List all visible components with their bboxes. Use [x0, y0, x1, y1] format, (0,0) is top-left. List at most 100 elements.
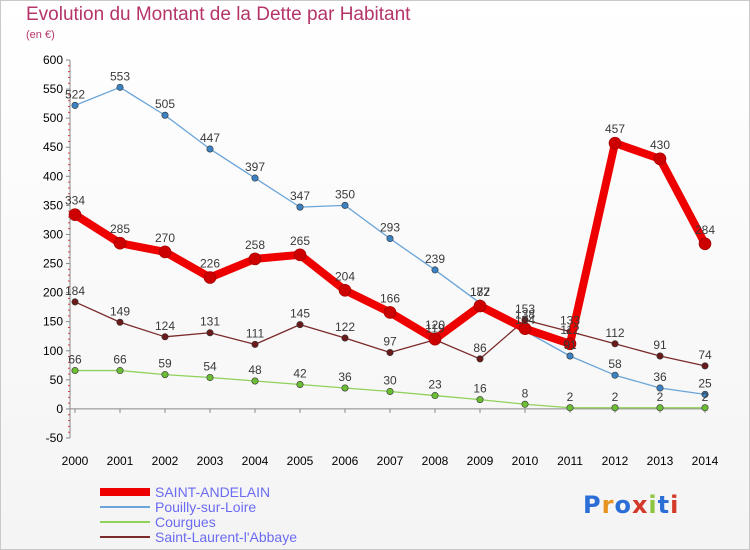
- x-tick-label: 2005: [287, 454, 314, 468]
- data-point-saint-andelain: [248, 252, 262, 266]
- data-point-saint-andelain: [653, 152, 667, 166]
- data-point-courgues: [251, 377, 259, 385]
- data-label-saint-laurent-l-abbaye: 86: [473, 341, 487, 355]
- y-tick-label: 0: [56, 402, 63, 416]
- y-tick-label: 200: [43, 286, 63, 300]
- data-label-pouilly-sur-loire: 553: [110, 69, 130, 83]
- data-label-saint-andelain: 334: [65, 194, 85, 208]
- data-label-courgues: 2: [567, 390, 574, 404]
- data-point-saint-andelain: [563, 337, 577, 351]
- x-tick-label: 2000: [62, 454, 89, 468]
- data-point-pouilly-sur-loire: [386, 235, 394, 243]
- data-point-pouilly-sur-loire: [71, 101, 79, 109]
- y-tick-label: 550: [43, 82, 63, 96]
- data-label-courgues: 2: [657, 390, 664, 404]
- data-point-saint-laurent-l-abbaye: [71, 298, 79, 306]
- x-tick-label: 2003: [197, 454, 224, 468]
- data-point-courgues: [521, 400, 529, 408]
- data-label-courgues: 36: [338, 370, 352, 384]
- x-tick-label: 2011: [557, 454, 583, 468]
- data-point-saint-laurent-l-abbaye: [611, 340, 619, 348]
- data-point-pouilly-sur-loire: [656, 384, 664, 392]
- data-point-saint-laurent-l-abbaye: [296, 321, 304, 329]
- x-tick-label: 2008: [422, 454, 449, 468]
- data-point-pouilly-sur-loire: [431, 266, 439, 274]
- data-label-courgues: 59: [158, 357, 172, 371]
- data-label-courgues: 8: [522, 386, 529, 400]
- data-label-saint-laurent-l-abbaye: 111: [246, 326, 265, 340]
- data-label-saint-laurent-l-abbaye: 153: [515, 302, 535, 316]
- data-point-saint-andelain: [383, 306, 397, 319]
- data-point-courgues: [431, 392, 439, 400]
- data-label-saint-andelain: 177: [470, 285, 490, 299]
- data-label-pouilly-sur-loire: 182: [470, 285, 490, 299]
- data-point-courgues: [206, 374, 214, 382]
- data-point-saint-andelain: [68, 208, 82, 221]
- data-label-saint-andelain: 270: [155, 231, 175, 245]
- x-tick-label: 2001: [107, 454, 134, 468]
- data-label-courgues: 23: [428, 378, 442, 392]
- data-label-pouilly-sur-loire: 293: [380, 221, 400, 235]
- data-point-saint-laurent-l-abbaye: [656, 352, 664, 360]
- data-point-saint-andelain: [113, 236, 127, 250]
- legend-swatch-pouilly-sur-loire: [100, 506, 150, 508]
- data-label-saint-andelain: 138: [515, 308, 535, 322]
- data-label-saint-andelain: 284: [695, 223, 715, 237]
- data-point-saint-laurent-l-abbaye: [116, 318, 124, 326]
- x-tick-label: 2007: [377, 454, 404, 468]
- x-tick-label: 2010: [512, 454, 539, 468]
- data-point-saint-laurent-l-abbaye: [251, 340, 259, 348]
- y-tick-label: 400: [43, 169, 63, 183]
- data-point-saint-andelain: [698, 237, 712, 251]
- data-label-saint-laurent-l-abbaye: 184: [65, 284, 85, 298]
- data-point-saint-laurent-l-abbaye: [341, 334, 349, 342]
- data-label-pouilly-sur-loire: 347: [290, 189, 310, 203]
- x-tick-label: 2002: [152, 454, 179, 468]
- data-point-saint-laurent-l-abbaye: [161, 333, 169, 341]
- data-point-courgues: [566, 404, 574, 412]
- data-label-saint-andelain: 430: [650, 138, 670, 152]
- data-label-saint-andelain: 204: [335, 269, 355, 283]
- y-tick-label: 50: [50, 373, 64, 387]
- data-point-pouilly-sur-loire: [251, 174, 259, 182]
- y-tick-label: 500: [43, 111, 63, 125]
- legend-swatch-courgues: [100, 521, 150, 523]
- y-tick-label: 100: [43, 344, 63, 358]
- data-point-saint-laurent-l-abbaye: [386, 349, 394, 357]
- data-label-pouilly-sur-loire: 36: [653, 370, 667, 384]
- y-tick-label: 600: [43, 53, 63, 67]
- data-point-pouilly-sur-loire: [206, 145, 214, 153]
- data-label-pouilly-sur-loire: 91: [563, 338, 577, 352]
- data-point-saint-andelain: [608, 136, 622, 150]
- data-label-saint-laurent-l-abbaye: 149: [110, 304, 130, 318]
- x-tick-label: 2013: [647, 454, 674, 468]
- chart-unit: (en €): [26, 29, 55, 41]
- data-point-courgues: [701, 404, 709, 412]
- x-tick-label: 2006: [332, 454, 359, 468]
- data-point-pouilly-sur-loire: [161, 111, 169, 119]
- data-label-pouilly-sur-loire: 25: [698, 376, 712, 390]
- data-label-pouilly-sur-loire: 239: [425, 252, 445, 266]
- data-point-saint-andelain: [473, 299, 487, 313]
- legend-label-courgues: Courgues: [155, 514, 216, 530]
- data-label-saint-andelain: 166: [380, 291, 400, 305]
- data-label-saint-laurent-l-abbaye: 124: [155, 319, 175, 333]
- data-label-saint-laurent-l-abbaye: 119: [425, 322, 444, 336]
- data-label-saint-andelain: 120: [425, 318, 445, 332]
- legend-label-saint-laurent-l-abbaye: Saint-Laurent-l'Abbaye: [155, 529, 297, 545]
- data-label-courgues: 2: [702, 390, 709, 404]
- series-layer: [68, 83, 712, 412]
- data-label-courgues: 2: [612, 390, 619, 404]
- data-label-courgues: 30: [383, 373, 397, 387]
- data-point-courgues: [656, 404, 664, 412]
- data-point-courgues: [296, 380, 304, 388]
- x-tick-label: 2004: [242, 454, 269, 468]
- axes: -50 0 50 100 150 200 250 300 350 400 450 500 550 600 2…: [43, 53, 719, 468]
- data-label-courgues: 16: [473, 382, 487, 396]
- data-point-saint-andelain: [338, 283, 352, 297]
- data-label-pouilly-sur-loire: 134: [515, 313, 535, 327]
- data-point-courgues: [341, 384, 349, 392]
- y-tick-label: 350: [43, 198, 63, 212]
- data-point-saint-andelain: [203, 271, 217, 284]
